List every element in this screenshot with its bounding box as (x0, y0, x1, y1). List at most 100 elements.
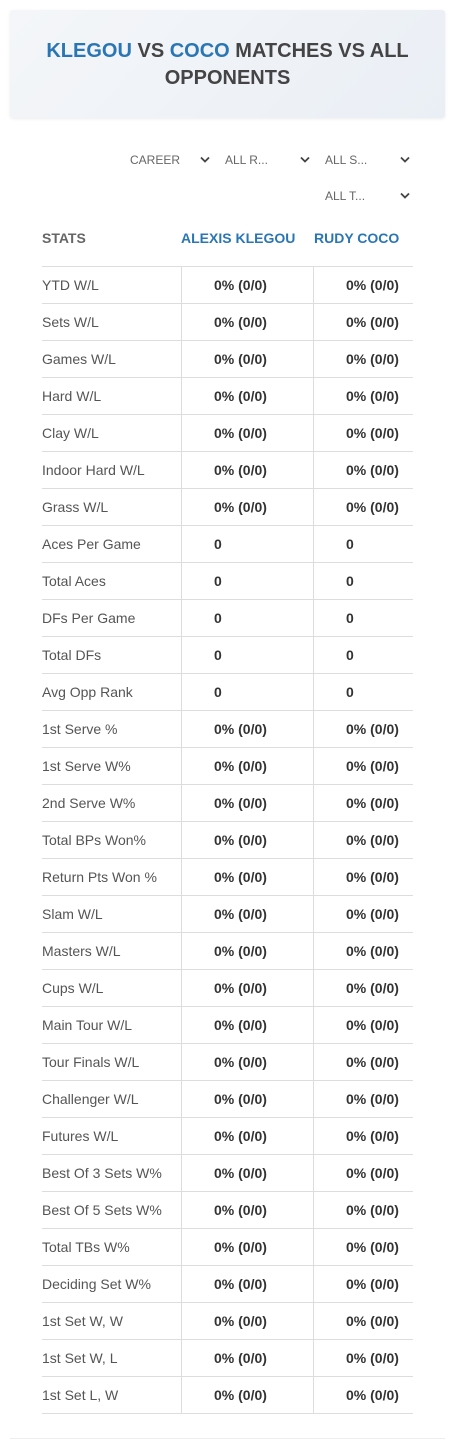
table-row: 1st Serve W% 0% (0/0) 0% (0/0) (42, 747, 413, 785)
stat-label: 2nd Serve W% (42, 795, 136, 811)
filter-dropdown[interactable]: CAREER (130, 150, 210, 170)
stat-value: 0% (0/0) (214, 388, 267, 404)
stat-label: Best Of 3 Sets W% (42, 1165, 162, 1181)
table-row: 2nd Serve W% 0% (0/0) 0% (0/0) (42, 784, 413, 822)
stat-label: Indoor Hard W/L (42, 462, 145, 478)
stat-value: 0% (0/0) (346, 1202, 399, 1218)
stat-label: Tour Finals W/L (42, 1054, 140, 1070)
stat-value: 0% (0/0) (346, 795, 399, 811)
stat-value: 0% (0/0) (346, 1091, 399, 1107)
table-row: Games W/L 0% (0/0) 0% (0/0) (42, 340, 413, 378)
table-row: 1st Serve % 0% (0/0) 0% (0/0) (42, 710, 413, 748)
stat-value: 0 (214, 536, 222, 552)
stat-label: Sets W/L (42, 314, 99, 330)
stat-value: 0% (0/0) (214, 1276, 267, 1292)
column-header[interactable]: ALEXIS KLEGOU (181, 230, 296, 246)
stat-value: 0 (346, 647, 354, 663)
stat-value: 0% (0/0) (214, 795, 267, 811)
stat-value: 0% (0/0) (214, 980, 267, 996)
stat-value: 0% (0/0) (214, 425, 267, 441)
stat-label: 1st Set W, W (42, 1313, 123, 1329)
table-row: Slam W/L 0% (0/0) 0% (0/0) (42, 895, 413, 933)
stat-value: 0% (0/0) (214, 499, 267, 515)
stat-label: Main Tour W/L (42, 1017, 132, 1033)
stat-value: 0% (0/0) (214, 943, 267, 959)
stat-label: Return Pts Won % (42, 869, 157, 885)
table-row: 1st Set W, W 0% (0/0) 0% (0/0) (42, 1302, 413, 1340)
table-row: Indoor Hard W/L 0% (0/0) 0% (0/0) (42, 451, 413, 489)
stat-value: 0 (346, 573, 354, 589)
stat-value: 0% (0/0) (214, 1165, 267, 1181)
title: KLEGOU VS COCO MATCHES VS ALL OPPONENTS (30, 38, 425, 92)
column-divider (313, 266, 314, 1413)
stat-label: Futures W/L (42, 1128, 119, 1144)
stat-value: 0% (0/0) (346, 869, 399, 885)
vs: VS (137, 40, 165, 62)
filter-dropdown[interactable]: ALL T... (325, 186, 410, 206)
stat-value: 0% (0/0) (346, 351, 399, 367)
player1: KLEGOU (46, 40, 132, 62)
table-row: Return Pts Won % 0% (0/0) 0% (0/0) (42, 858, 413, 896)
stat-label: DFs Per Game (42, 610, 136, 626)
stat-value: 0% (0/0) (346, 1165, 399, 1181)
stat-value: 0% (0/0) (214, 832, 267, 848)
stat-value: 0% (0/0) (214, 1054, 267, 1070)
table-row: Avg Opp Rank 0 0 (42, 673, 413, 711)
table-row: YTD W/L 0% (0/0) 0% (0/0) (42, 266, 413, 304)
stat-label: 1st Serve W% (42, 758, 131, 774)
stat-label: Clay W/L (42, 425, 99, 441)
stat-value: 0 (214, 684, 222, 700)
stat-value: 0% (0/0) (214, 462, 267, 478)
stat-value: 0% (0/0) (214, 906, 267, 922)
stat-value: 0% (0/0) (346, 388, 399, 404)
filter-dropdown[interactable]: ALL S... (325, 150, 410, 170)
chevron (400, 192, 410, 199)
stat-value: 0% (0/0) (214, 1091, 267, 1107)
table-row: Total Aces 0 0 (42, 562, 413, 600)
stat-value: 0 (214, 610, 222, 626)
footer-line (10, 1438, 445, 1439)
table-row: Grass W/L 0% (0/0) 0% (0/0) (42, 488, 413, 526)
table-row: 1st Set W, L 0% (0/0) 0% (0/0) (42, 1339, 413, 1377)
stat-label: Best Of 5 Sets W% (42, 1202, 162, 1218)
title-rest: MATCHES VS ALL OPPONENTS (164, 40, 409, 89)
filter-label: CAREER (130, 153, 181, 167)
table-row: Hard W/L 0% (0/0) 0% (0/0) (42, 377, 413, 415)
stat-value: 0% (0/0) (214, 1387, 267, 1403)
filter-label: ALL T... (325, 189, 366, 203)
stat-label: Aces Per Game (42, 536, 141, 552)
stat-value: 0% (0/0) (346, 943, 399, 959)
table-row: Aces Per Game 0 0 (42, 525, 413, 563)
chevron (200, 156, 210, 163)
table-row: Main Tour W/L 0% (0/0) 0% (0/0) (42, 1006, 413, 1044)
filter-dropdown[interactable]: ALL R... (225, 150, 310, 170)
stat-value: 0% (0/0) (346, 499, 399, 515)
table-row: Total DFs 0 0 (42, 636, 413, 674)
stat-label: Total DFs (42, 647, 102, 663)
stat-value: 0% (0/0) (346, 721, 399, 737)
stat-label: 1st Set W, L (42, 1350, 118, 1366)
stat-value: 0% (0/0) (346, 1387, 399, 1403)
player2: COCO (169, 40, 230, 62)
stat-value: 0% (0/0) (214, 1313, 267, 1329)
stat-value: 0% (0/0) (214, 758, 267, 774)
stat-value: 0% (0/0) (346, 1313, 399, 1329)
stat-label: Challenger W/L (42, 1091, 139, 1107)
table-row: Best Of 5 Sets W% 0% (0/0) 0% (0/0) (42, 1191, 413, 1229)
header: KLEGOU VS COCO MATCHES VS ALL OPPONENTS (10, 10, 445, 118)
table-row: Total TBs W% 0% (0/0) 0% (0/0) (42, 1228, 413, 1266)
stat-value: 0% (0/0) (346, 462, 399, 478)
stat-value: 0% (0/0) (214, 351, 267, 367)
stat-value: 0 (346, 536, 354, 552)
stat-label: Total Aces (42, 573, 106, 589)
stat-value: 0 (214, 573, 222, 589)
stat-label: YTD W/L (42, 277, 99, 293)
stat-value: 0% (0/0) (214, 869, 267, 885)
column-header[interactable]: RUDY COCO (314, 230, 400, 246)
stat-label: Avg Opp Rank (42, 684, 133, 700)
stat-value: 0% (0/0) (214, 1239, 267, 1255)
table-row: DFs Per Game 0 0 (42, 599, 413, 637)
stat-value: 0% (0/0) (214, 1202, 267, 1218)
stat-label: Games W/L (42, 351, 116, 367)
